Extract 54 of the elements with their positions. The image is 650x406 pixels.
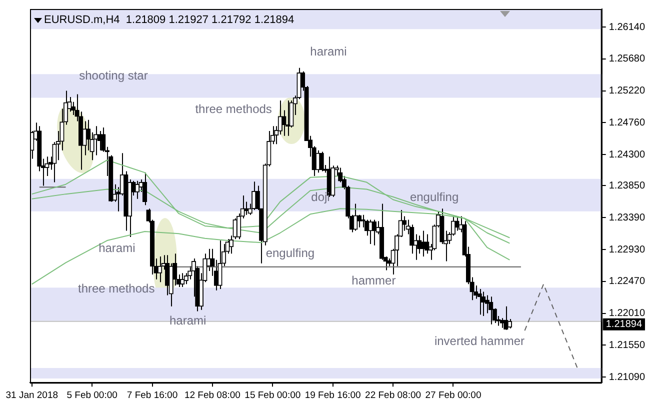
candlestick: [180, 272, 185, 288]
y-tick-label: 1.25680: [608, 54, 646, 65]
annotation: three methods: [78, 282, 155, 296]
annotation: engulfing: [266, 246, 315, 260]
candlestick: [184, 272, 188, 285]
x-tick-label: 27 Feb 00:00: [425, 390, 482, 401]
annotation: harami: [310, 44, 347, 58]
annotation: inverted hammer: [434, 334, 524, 348]
x-tick-label: 22 Feb 08:00: [365, 390, 422, 401]
candlestick: [500, 318, 504, 328]
y-tick-label: 1.22930: [608, 244, 646, 256]
y-tick-label: 1.21550: [608, 340, 646, 351]
annotation: engulfing: [410, 190, 459, 204]
candlestick: [356, 214, 362, 228]
x-tick-label: 15 Feb 00:00: [244, 390, 301, 401]
y-tick-label: 1.25220: [608, 86, 646, 97]
y-tick-label: 1.22010: [608, 308, 646, 320]
candlestick: [134, 180, 140, 200]
candlestick: [142, 172, 148, 206]
annotation: harami: [98, 241, 136, 256]
annotation: harami: [169, 313, 206, 328]
candlestick: [157, 256, 162, 283]
candlestick: [236, 212, 242, 240]
annotation: three methods: [195, 102, 272, 116]
chart-title: EURUSD.m,H4 1.21809 1.21927 1.21792 1.21894: [44, 14, 294, 26]
x-tick-label: 7 Feb 16:00: [126, 390, 178, 401]
candlestick: [353, 203, 358, 232]
ref-line-label: 1.21894: [606, 319, 642, 330]
candlestick: [488, 296, 494, 325]
x-tick-label: 19 Feb 16:00: [304, 390, 361, 401]
candlestick: [507, 318, 512, 329]
y-tick-label: 1.26140: [608, 22, 646, 33]
y-tick-label: 1.21090: [608, 372, 646, 383]
candlestick: [424, 234, 430, 254]
candlestick: [319, 151, 324, 172]
candlestick: [420, 230, 426, 257]
candlestick: [218, 240, 222, 290]
candlestick: [372, 219, 377, 246]
x-tick-label: 31 Jan 2018: [6, 390, 58, 401]
candlestick: [402, 216, 407, 232]
annotation: hammer: [352, 273, 396, 288]
annotation: doji: [311, 190, 330, 204]
y-tick-label: 1.22470: [608, 276, 646, 288]
y-tick-label: 1.24760: [608, 117, 646, 128]
candlestick: [282, 110, 286, 136]
y-tick-label: 1.23390: [608, 212, 646, 224]
candlestick: [94, 126, 98, 156]
candlestick: [477, 288, 482, 316]
annotation: shooting star: [79, 68, 148, 83]
x-tick-label: 12 Feb 08:00: [184, 390, 240, 401]
y-tick-label: 1.23850: [608, 180, 646, 192]
y-tick-label: 1.24300: [608, 149, 646, 160]
x-tick-label: 5 Feb 00:00: [66, 390, 118, 401]
candlestick: [454, 216, 460, 232]
